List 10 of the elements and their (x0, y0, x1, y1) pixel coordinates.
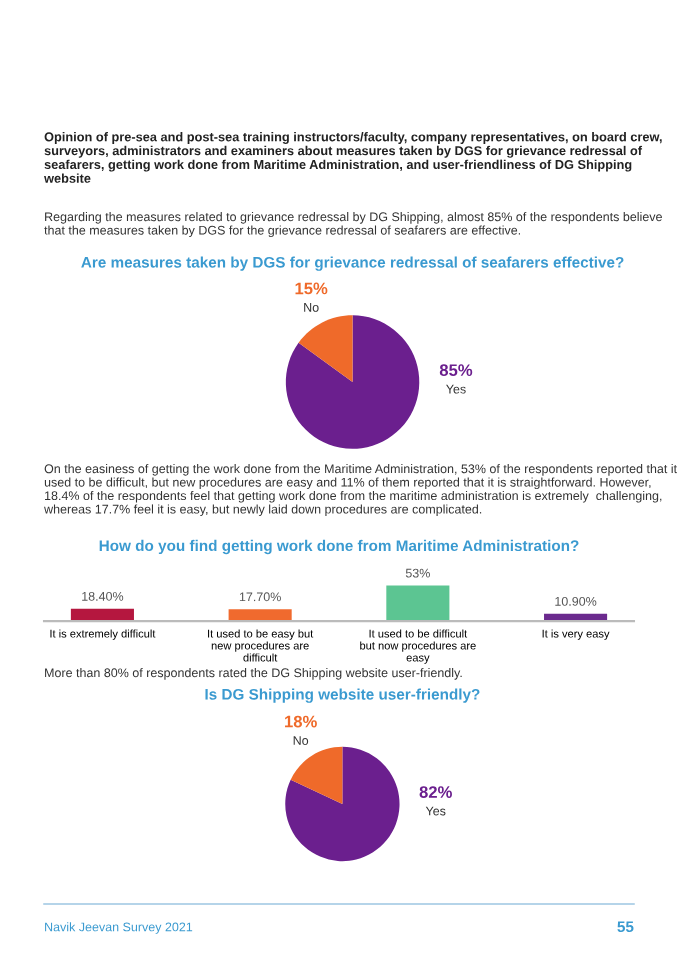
data-label: 82% (419, 786, 452, 798)
pie-slice (285, 746, 400, 862)
data-label: 18% (285, 715, 317, 728)
bar (228, 609, 292, 622)
pie-slice (298, 315, 353, 383)
data-label: 85% (439, 364, 473, 377)
pie-slice (285, 315, 420, 449)
bar (386, 585, 450, 622)
data-label: 15% (295, 282, 328, 295)
pie-slice (290, 746, 343, 804)
